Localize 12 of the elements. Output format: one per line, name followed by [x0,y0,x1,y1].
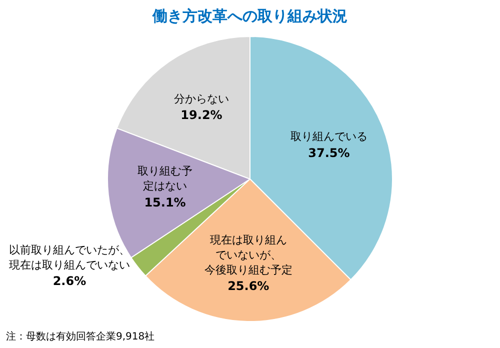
data-label: 25.6% [228,279,270,294]
data-label: 2.6% [52,274,86,288]
data-label: 15.1% [144,196,186,210]
slice-label: 現在は取り組んでいないが、今後取り組む予定 [204,233,292,276]
text: 注：母数は有効回答企業9,918社 [6,330,155,343]
slice-label: 以前取り組んでいたが、現在は取り組んでいない [8,243,130,272]
data-label: 37.5% [308,146,350,160]
slice-label: 取り組んでいる [290,130,368,144]
chart-title: 働き方改革への取り組み状況 [152,6,348,25]
slice-label: 取り組む予定はない [138,164,193,193]
data-label: 19.2% [180,108,222,122]
slice-label: 分からない [174,92,229,106]
